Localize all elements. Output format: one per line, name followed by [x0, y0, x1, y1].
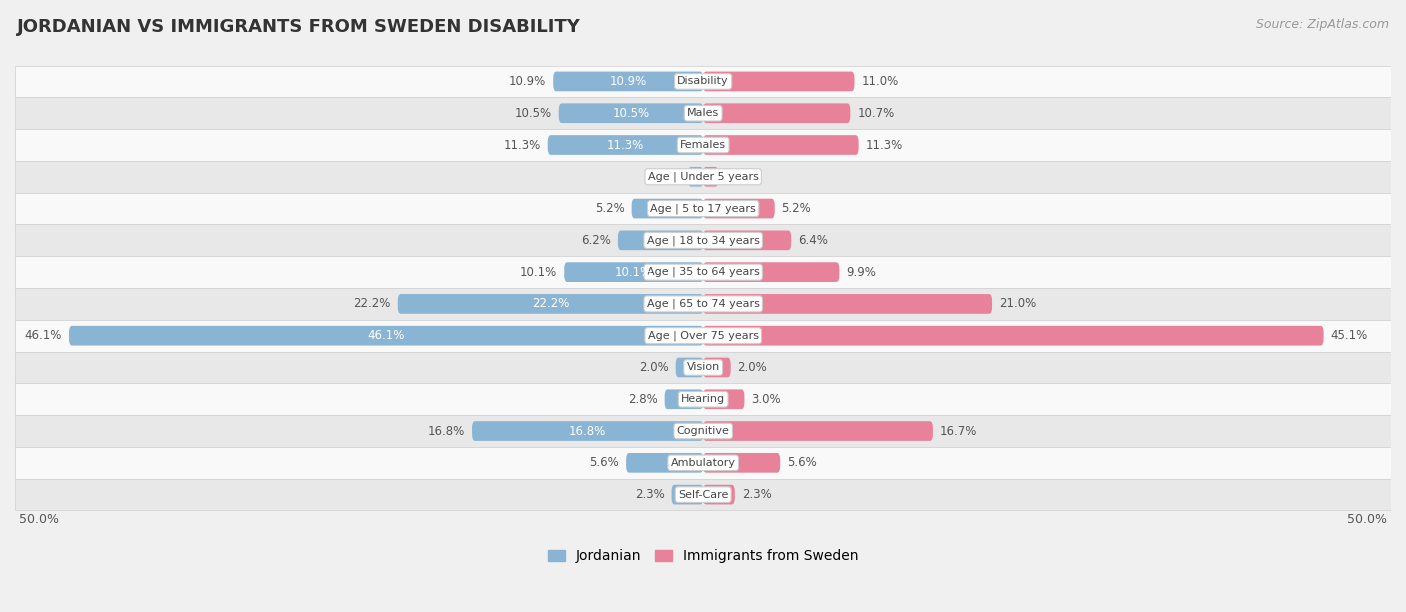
Text: 46.1%: 46.1% [367, 329, 405, 342]
Text: 10.9%: 10.9% [509, 75, 547, 88]
Text: Disability: Disability [678, 76, 728, 86]
Text: Age | 5 to 17 years: Age | 5 to 17 years [651, 203, 756, 214]
Text: Age | Over 75 years: Age | Over 75 years [648, 330, 759, 341]
Text: 2.0%: 2.0% [638, 361, 669, 374]
FancyBboxPatch shape [676, 357, 703, 378]
Text: 22.2%: 22.2% [353, 297, 391, 310]
Bar [15, 415, 1391, 447]
FancyBboxPatch shape [564, 263, 703, 282]
Text: 2.3%: 2.3% [742, 488, 772, 501]
FancyBboxPatch shape [617, 231, 703, 250]
Text: 16.7%: 16.7% [939, 425, 977, 438]
Text: Source: ZipAtlas.com: Source: ZipAtlas.com [1256, 18, 1389, 31]
Legend: Jordanian, Immigrants from Sweden: Jordanian, Immigrants from Sweden [548, 550, 859, 564]
Text: 5.6%: 5.6% [787, 457, 817, 469]
Text: 16.8%: 16.8% [427, 425, 465, 438]
Text: Self-Care: Self-Care [678, 490, 728, 499]
FancyBboxPatch shape [703, 421, 934, 441]
Bar [15, 65, 1391, 97]
Text: 3.0%: 3.0% [751, 393, 780, 406]
Bar [15, 351, 1391, 383]
Text: 5.2%: 5.2% [782, 202, 811, 215]
Text: 21.0%: 21.0% [998, 297, 1036, 310]
Text: Cognitive: Cognitive [676, 426, 730, 436]
Text: 46.1%: 46.1% [25, 329, 62, 342]
Bar [15, 383, 1391, 415]
Bar [15, 129, 1391, 161]
FancyBboxPatch shape [558, 103, 703, 123]
Text: 16.8%: 16.8% [569, 425, 606, 438]
Bar [15, 256, 1391, 288]
Bar [15, 225, 1391, 256]
FancyBboxPatch shape [703, 453, 780, 472]
Text: 9.9%: 9.9% [846, 266, 876, 278]
FancyBboxPatch shape [626, 453, 703, 472]
Bar [15, 288, 1391, 320]
Text: 22.2%: 22.2% [531, 297, 569, 310]
Text: Females: Females [681, 140, 727, 150]
Text: 6.4%: 6.4% [799, 234, 828, 247]
Text: 1.1%: 1.1% [725, 170, 755, 183]
Text: Age | 65 to 74 years: Age | 65 to 74 years [647, 299, 759, 309]
FancyBboxPatch shape [703, 199, 775, 218]
Bar [15, 97, 1391, 129]
FancyBboxPatch shape [472, 421, 703, 441]
Text: 50.0%: 50.0% [1347, 513, 1386, 526]
FancyBboxPatch shape [703, 103, 851, 123]
FancyBboxPatch shape [69, 326, 703, 346]
Text: 10.1%: 10.1% [614, 266, 652, 278]
Text: 2.3%: 2.3% [636, 488, 665, 501]
Bar [15, 161, 1391, 193]
FancyBboxPatch shape [703, 294, 993, 314]
FancyBboxPatch shape [548, 135, 703, 155]
Text: 2.0%: 2.0% [738, 361, 768, 374]
Bar [15, 193, 1391, 225]
FancyBboxPatch shape [703, 485, 735, 504]
FancyBboxPatch shape [703, 263, 839, 282]
Text: 10.5%: 10.5% [515, 106, 551, 120]
Bar [15, 320, 1391, 351]
FancyBboxPatch shape [703, 167, 718, 187]
Text: 11.3%: 11.3% [607, 138, 644, 152]
FancyBboxPatch shape [703, 231, 792, 250]
Text: Vision: Vision [686, 362, 720, 373]
FancyBboxPatch shape [665, 389, 703, 409]
Text: Hearing: Hearing [681, 394, 725, 405]
Text: 5.6%: 5.6% [589, 457, 619, 469]
FancyBboxPatch shape [703, 326, 1323, 346]
Text: 50.0%: 50.0% [20, 513, 59, 526]
Text: 10.1%: 10.1% [520, 266, 557, 278]
FancyBboxPatch shape [703, 135, 859, 155]
FancyBboxPatch shape [631, 199, 703, 218]
Text: JORDANIAN VS IMMIGRANTS FROM SWEDEN DISABILITY: JORDANIAN VS IMMIGRANTS FROM SWEDEN DISA… [17, 18, 581, 36]
Text: 11.0%: 11.0% [862, 75, 898, 88]
Text: 2.8%: 2.8% [628, 393, 658, 406]
FancyBboxPatch shape [672, 485, 703, 504]
FancyBboxPatch shape [703, 357, 731, 378]
Text: Males: Males [688, 108, 720, 118]
Text: 11.3%: 11.3% [866, 138, 903, 152]
Text: Ambulatory: Ambulatory [671, 458, 735, 468]
FancyBboxPatch shape [703, 389, 744, 409]
Text: Age | Under 5 years: Age | Under 5 years [648, 171, 759, 182]
FancyBboxPatch shape [688, 167, 703, 187]
Text: 5.2%: 5.2% [595, 202, 624, 215]
Text: 45.1%: 45.1% [1330, 329, 1368, 342]
Text: 1.1%: 1.1% [651, 170, 681, 183]
FancyBboxPatch shape [703, 72, 855, 91]
Text: 10.7%: 10.7% [858, 106, 894, 120]
Bar [15, 447, 1391, 479]
Text: Age | 18 to 34 years: Age | 18 to 34 years [647, 235, 759, 245]
FancyBboxPatch shape [398, 294, 703, 314]
FancyBboxPatch shape [553, 72, 703, 91]
Bar [15, 479, 1391, 510]
Text: 6.2%: 6.2% [581, 234, 612, 247]
Text: 10.9%: 10.9% [610, 75, 647, 88]
Text: 10.5%: 10.5% [613, 106, 650, 120]
Text: Age | 35 to 64 years: Age | 35 to 64 years [647, 267, 759, 277]
Text: 11.3%: 11.3% [503, 138, 541, 152]
